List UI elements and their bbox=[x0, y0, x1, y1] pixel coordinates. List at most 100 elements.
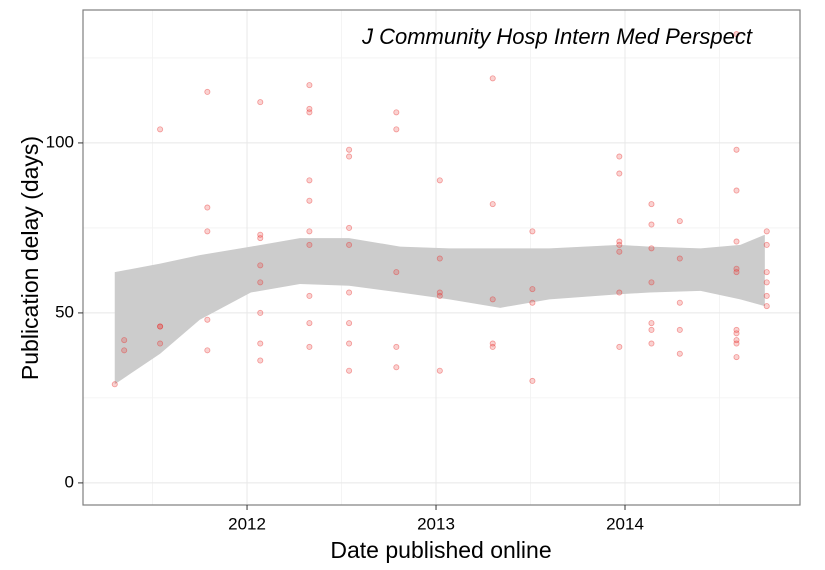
point bbox=[529, 228, 536, 235]
point bbox=[157, 323, 164, 330]
point bbox=[733, 337, 740, 344]
point bbox=[489, 75, 496, 82]
point bbox=[204, 204, 211, 211]
point bbox=[648, 279, 655, 286]
point bbox=[648, 340, 655, 347]
point bbox=[306, 343, 313, 350]
point bbox=[676, 255, 683, 262]
point bbox=[616, 343, 623, 350]
point bbox=[648, 245, 655, 252]
point bbox=[733, 265, 740, 272]
point bbox=[111, 381, 118, 388]
point bbox=[346, 153, 353, 160]
point bbox=[257, 231, 264, 238]
point bbox=[393, 364, 400, 371]
point bbox=[616, 238, 623, 245]
point bbox=[763, 269, 770, 276]
y-tick-label: 100 bbox=[46, 132, 74, 151]
point bbox=[648, 201, 655, 208]
point bbox=[157, 323, 164, 330]
x-tick-label: 2014 bbox=[606, 514, 644, 533]
point bbox=[204, 88, 211, 95]
point bbox=[436, 367, 443, 374]
point bbox=[121, 337, 128, 344]
confidence-band bbox=[114, 234, 765, 385]
point bbox=[676, 218, 683, 225]
point bbox=[763, 303, 770, 310]
points-layer bbox=[111, 31, 770, 388]
point bbox=[616, 153, 623, 160]
panel-border bbox=[82, 9, 801, 506]
point bbox=[306, 105, 313, 112]
point bbox=[436, 289, 443, 296]
point bbox=[257, 357, 264, 364]
point bbox=[157, 340, 164, 347]
point bbox=[489, 201, 496, 208]
point bbox=[306, 292, 313, 299]
point bbox=[676, 350, 683, 357]
x-tick-label: 2012 bbox=[228, 514, 266, 533]
point bbox=[733, 269, 740, 276]
point bbox=[616, 170, 623, 177]
point bbox=[306, 241, 313, 248]
point bbox=[346, 289, 353, 296]
point bbox=[648, 320, 655, 327]
point bbox=[489, 340, 496, 347]
point bbox=[257, 279, 264, 286]
point bbox=[257, 235, 264, 242]
point bbox=[436, 177, 443, 184]
point bbox=[346, 367, 353, 374]
point bbox=[489, 296, 496, 303]
point bbox=[733, 187, 740, 194]
point bbox=[346, 146, 353, 153]
point bbox=[529, 299, 536, 306]
point bbox=[733, 330, 740, 337]
point bbox=[204, 347, 211, 354]
band-layer bbox=[114, 234, 765, 385]
point bbox=[616, 248, 623, 255]
point bbox=[436, 255, 443, 262]
point bbox=[393, 343, 400, 350]
point bbox=[346, 241, 353, 248]
point bbox=[204, 228, 211, 235]
point bbox=[346, 224, 353, 231]
point bbox=[306, 228, 313, 235]
point bbox=[257, 340, 264, 347]
x-tick-label: 2013 bbox=[417, 514, 455, 533]
point bbox=[616, 241, 623, 248]
point bbox=[733, 238, 740, 245]
point bbox=[393, 269, 400, 276]
point bbox=[763, 241, 770, 248]
point bbox=[616, 289, 623, 296]
point bbox=[676, 299, 683, 306]
point bbox=[763, 228, 770, 235]
point bbox=[733, 326, 740, 333]
point bbox=[346, 340, 353, 347]
point bbox=[648, 221, 655, 228]
point bbox=[529, 377, 536, 384]
axes: 2012 2013 2014 0 50 100 bbox=[46, 132, 644, 533]
point bbox=[529, 286, 536, 293]
y-tick-label: 50 bbox=[55, 302, 74, 321]
point bbox=[393, 109, 400, 116]
point bbox=[733, 146, 740, 153]
point bbox=[121, 347, 128, 354]
point bbox=[489, 343, 496, 350]
point bbox=[204, 316, 211, 323]
point bbox=[763, 279, 770, 286]
point bbox=[763, 292, 770, 299]
point bbox=[733, 31, 740, 38]
point bbox=[676, 326, 683, 333]
point bbox=[306, 82, 313, 89]
y-axis-title: Publication delay (days) bbox=[17, 136, 43, 380]
point bbox=[733, 340, 740, 347]
point bbox=[648, 326, 655, 333]
point bbox=[306, 197, 313, 204]
x-axis-title: Date published online bbox=[330, 537, 551, 563]
point bbox=[346, 320, 353, 327]
point bbox=[257, 262, 264, 269]
point bbox=[157, 126, 164, 133]
point bbox=[436, 292, 443, 299]
point bbox=[393, 126, 400, 133]
